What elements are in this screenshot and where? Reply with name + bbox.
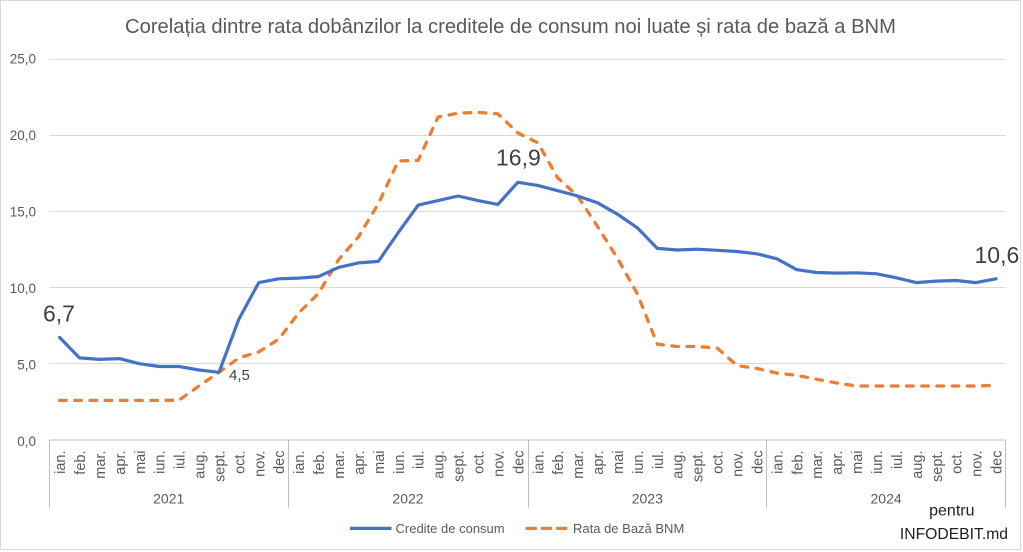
svg-text:iun.: iun. (631, 451, 647, 474)
svg-text:feb.: feb. (73, 451, 89, 475)
svg-text:iun.: iun. (392, 451, 408, 474)
svg-text:sept.: sept. (452, 451, 468, 482)
svg-text:apr.: apr. (591, 451, 607, 475)
svg-text:sept.: sept. (691, 451, 707, 482)
svg-text:nov.: nov. (731, 451, 747, 477)
svg-text:ian.: ian. (53, 451, 69, 474)
svg-text:aug.: aug. (671, 451, 687, 479)
svg-text:20,0: 20,0 (10, 128, 36, 143)
svg-text:iun.: iun. (153, 451, 169, 474)
svg-text:dec: dec (990, 451, 1006, 474)
svg-text:10,0: 10,0 (10, 281, 36, 296)
svg-text:iul.: iul. (890, 451, 906, 470)
svg-text:mai: mai (850, 451, 866, 474)
svg-text:iul.: iul. (651, 451, 667, 470)
svg-text:oct.: oct. (950, 451, 966, 474)
svg-text:nov.: nov. (491, 451, 507, 477)
svg-text:aug.: aug. (193, 451, 209, 479)
svg-text:apr.: apr. (830, 451, 846, 475)
svg-text:feb.: feb. (312, 451, 328, 475)
svg-text:INFODEBIT.md: INFODEBIT.md (900, 526, 1008, 543)
svg-text:mai: mai (133, 451, 149, 474)
svg-text:2023: 2023 (632, 491, 663, 507)
svg-text:dec: dec (272, 451, 288, 474)
svg-text:Credite de consum: Credite de consum (396, 521, 505, 536)
svg-text:16,9: 16,9 (496, 145, 541, 171)
svg-text:pentru: pentru (929, 503, 974, 520)
svg-text:apr.: apr. (113, 451, 129, 475)
svg-text:mai: mai (372, 451, 388, 474)
svg-text:2021: 2021 (153, 491, 184, 507)
svg-text:Rata de Bază BNM: Rata de Bază BNM (573, 521, 684, 536)
svg-text:nov.: nov. (252, 451, 268, 477)
svg-text:ian.: ian. (292, 451, 308, 474)
svg-text:aug.: aug. (432, 451, 448, 479)
svg-text:apr.: apr. (352, 451, 368, 475)
svg-text:mar.: mar. (810, 451, 826, 479)
svg-text:oct.: oct. (472, 451, 488, 474)
svg-text:dec: dec (511, 451, 527, 474)
svg-text:mar.: mar. (332, 451, 348, 479)
svg-text:feb.: feb. (551, 451, 567, 475)
svg-text:Corelația dintre rata dobânzil: Corelația dintre rata dobânzilor la cred… (125, 16, 896, 38)
svg-text:oct.: oct. (711, 451, 727, 474)
svg-text:aug.: aug. (910, 451, 926, 479)
svg-text:2024: 2024 (871, 491, 902, 507)
svg-text:0,0: 0,0 (17, 434, 36, 449)
svg-text:ian.: ian. (531, 451, 547, 474)
svg-text:sept.: sept. (930, 451, 946, 482)
svg-text:nov.: nov. (970, 451, 986, 477)
svg-text:sept.: sept. (213, 451, 229, 482)
svg-text:ian.: ian. (770, 451, 786, 474)
svg-text:iul.: iul. (173, 451, 189, 470)
svg-text:10,6: 10,6 (975, 242, 1020, 268)
svg-text:feb.: feb. (790, 451, 806, 475)
svg-text:oct.: oct. (232, 451, 248, 474)
svg-text:15,0: 15,0 (10, 205, 36, 220)
svg-text:6,7: 6,7 (43, 301, 75, 327)
svg-text:mai: mai (611, 451, 627, 474)
svg-text:iun.: iun. (870, 451, 886, 474)
svg-text:mar.: mar. (571, 451, 587, 479)
svg-text:dec: dec (750, 451, 766, 474)
svg-text:iul.: iul. (412, 451, 428, 470)
svg-text:25,0: 25,0 (10, 52, 36, 67)
svg-text:2022: 2022 (392, 491, 423, 507)
svg-text:5,0: 5,0 (17, 358, 36, 373)
svg-text:mar.: mar. (93, 451, 109, 479)
svg-text:4,5: 4,5 (229, 367, 250, 384)
